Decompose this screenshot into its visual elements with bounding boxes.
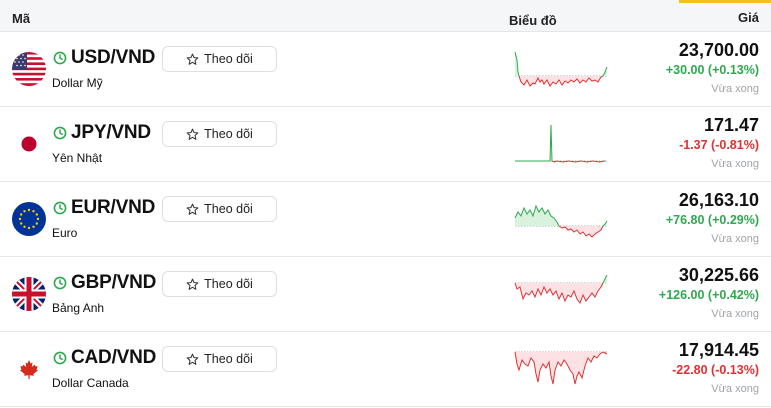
price-value: 30,225.66 — [678, 265, 759, 285]
column-header-chart: Biểu đồ — [509, 13, 557, 28]
follow-button[interactable]: Theo dõi — [162, 121, 277, 147]
table-row[interactable]: CAD/VND Dollar Canada Theo dõi 17,914.45… — [0, 332, 771, 407]
live-clock-icon — [53, 201, 67, 215]
price-change: -1.37 (-0.81%) — [679, 138, 759, 152]
price-change: +76.80 (+0.29%) — [665, 213, 759, 227]
currency-pair[interactable]: EUR/VND — [71, 197, 156, 218]
follow-button[interactable]: Theo dõi — [162, 271, 277, 297]
currency-pair[interactable]: GBP/VND — [71, 272, 157, 293]
table-row[interactable]: GBP/VND Bảng Anh Theo dõi 30,225.66 +126… — [0, 257, 771, 332]
canada-flag-icon — [12, 352, 46, 386]
uk-flag-icon — [12, 277, 46, 311]
currency-pair[interactable]: CAD/VND — [71, 347, 157, 368]
japan-flag-icon — [12, 127, 46, 161]
follow-button[interactable]: Theo dõi — [162, 196, 277, 222]
currency-name: Bảng Anh — [52, 301, 105, 315]
column-header-price: Giá — [738, 10, 759, 25]
follow-button[interactable]: Theo dõi — [162, 46, 277, 72]
price-value: 23,700.00 — [678, 40, 759, 60]
update-status: Vừa xong — [711, 83, 759, 95]
follow-button-label: Theo dõi — [204, 127, 253, 141]
currency-name: Yên Nhật — [52, 151, 103, 165]
currency-pair[interactable]: JPY/VND — [71, 122, 151, 143]
currency-name: Dollar Mỹ — [52, 76, 103, 90]
table-row[interactable]: USD/VND Dollar Mỹ Theo dõi 23,700.00 +30… — [0, 32, 771, 107]
sparkline-chart — [515, 124, 607, 163]
table-row[interactable]: EUR/VND Euro Theo dõi 26,163.10 +76.80 (… — [0, 182, 771, 257]
star-icon — [186, 278, 199, 290]
star-icon — [186, 128, 199, 140]
column-header-code: Mã — [12, 11, 31, 26]
live-clock-icon — [53, 51, 67, 65]
currency-name: Euro — [52, 226, 78, 240]
price-change: +30.00 (+0.13%) — [665, 63, 759, 77]
update-status: Vừa xong — [711, 233, 759, 245]
table-row[interactable]: JPY/VND Yên Nhật Theo dõi 171.47 -1.37 (… — [0, 107, 771, 182]
update-status: Vừa xong — [711, 308, 759, 320]
live-clock-icon — [53, 276, 67, 290]
sparkline-chart — [514, 204, 608, 238]
follow-button[interactable]: Theo dõi — [162, 346, 277, 372]
follow-button-label: Theo dõi — [204, 52, 253, 66]
live-clock-icon — [53, 126, 67, 140]
follow-button-label: Theo dõi — [204, 352, 253, 366]
currency-name: Dollar Canada — [52, 376, 129, 390]
price-change: +126.00 (+0.42%) — [658, 288, 759, 302]
follow-button-label: Theo dõi — [204, 202, 253, 216]
sparkline-chart — [514, 274, 608, 305]
star-icon — [186, 203, 199, 215]
table-header: Mã Biểu đồ Giá — [0, 0, 771, 32]
price-value: 171.47 — [703, 115, 759, 135]
eu-flag-icon — [12, 202, 46, 236]
currency-pair[interactable]: USD/VND — [71, 47, 156, 68]
us-flag-icon — [12, 52, 46, 86]
price-value: 26,163.10 — [678, 190, 759, 210]
star-icon — [186, 353, 199, 365]
star-icon — [186, 53, 199, 65]
update-status: Vừa xong — [711, 158, 759, 170]
live-clock-icon — [53, 351, 67, 365]
sparkline-chart — [514, 351, 608, 385]
price-change: -22.80 (-0.13%) — [672, 363, 759, 377]
sparkline-chart — [514, 51, 608, 87]
price-value: 17,914.45 — [678, 340, 759, 360]
header-accent — [679, 0, 771, 3]
follow-button-label: Theo dõi — [204, 277, 253, 291]
update-status: Vừa xong — [711, 383, 759, 395]
